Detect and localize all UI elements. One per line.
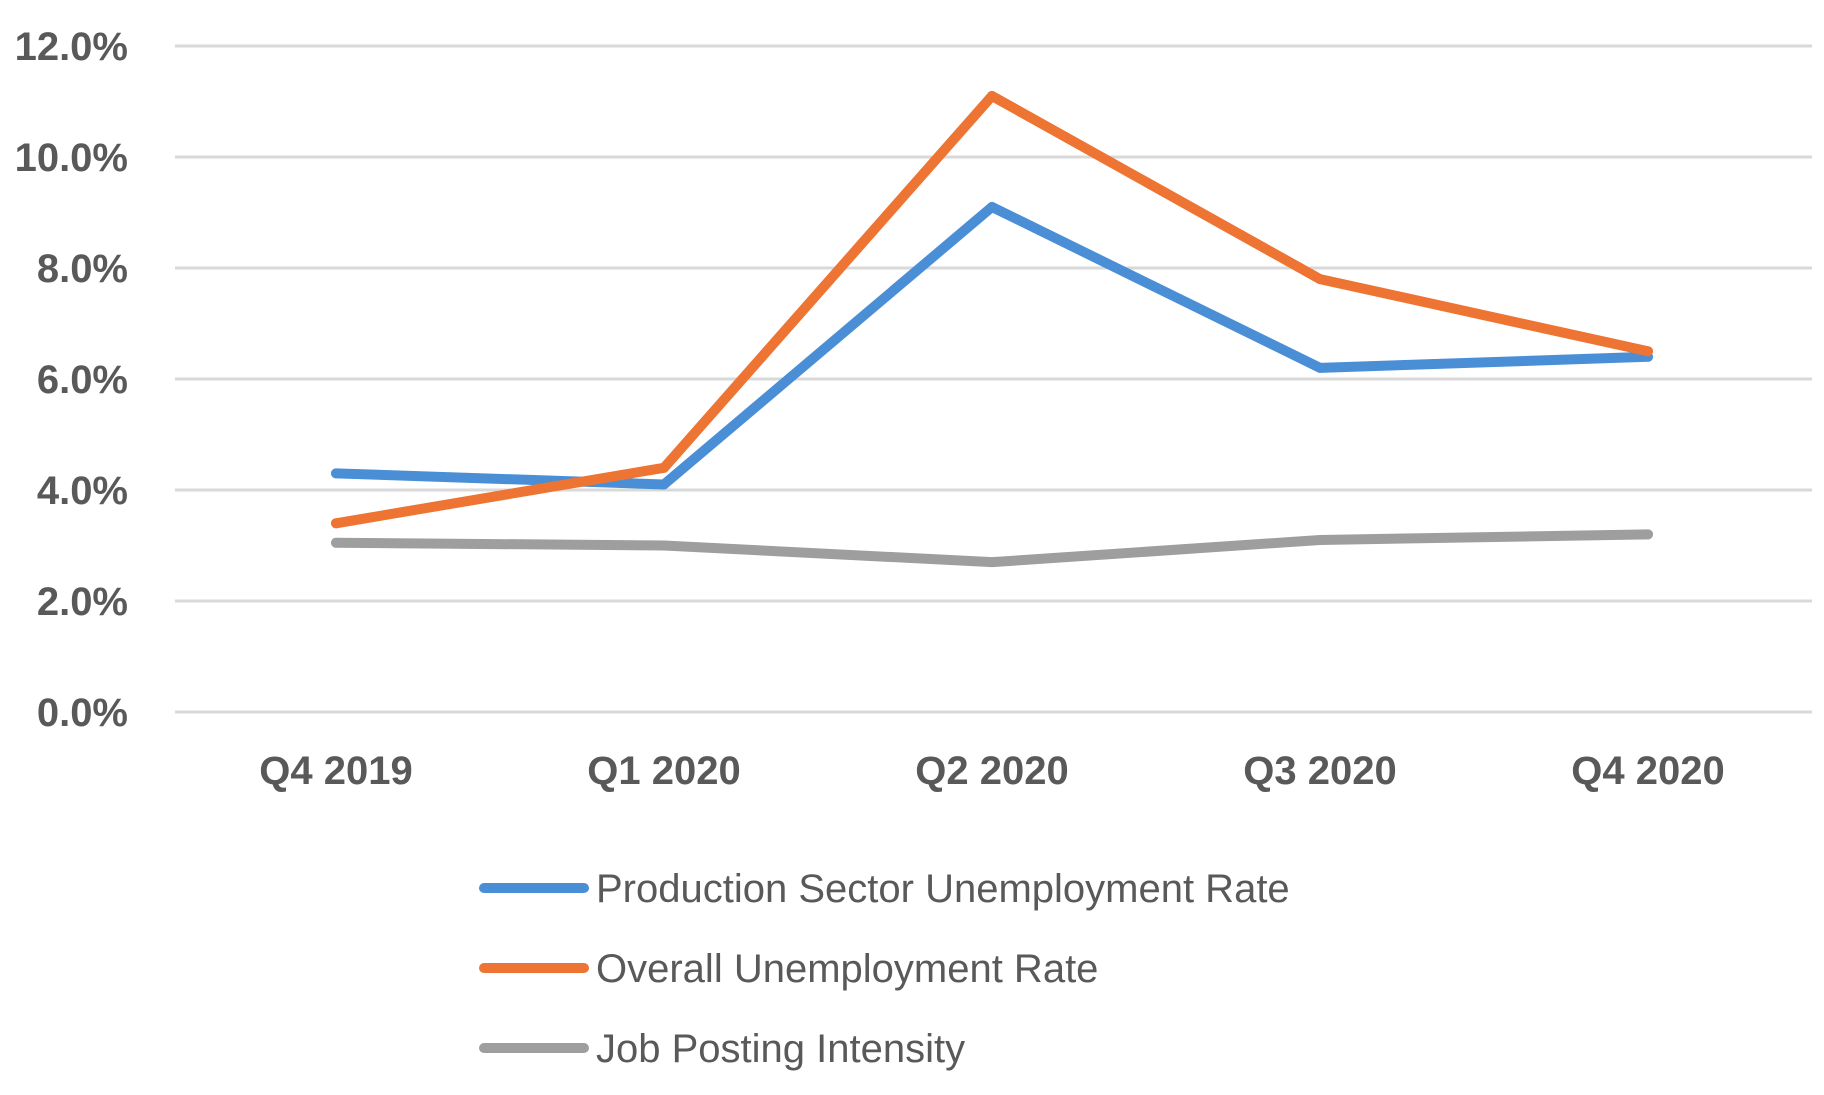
y-tick-label: 10.0%: [15, 136, 128, 180]
x-tick-label: Q1 2020: [587, 749, 740, 793]
legend-label: Job Posting Intensity: [596, 1027, 965, 1071]
data-point: [659, 479, 669, 490]
series-line-2: [331, 90, 1653, 529]
data-point: [1315, 362, 1325, 373]
x-tick-label: Q3 2020: [1243, 749, 1396, 793]
series-lines: [331, 90, 1653, 568]
data-point: [659, 540, 669, 551]
data-point: [1643, 346, 1653, 357]
data-point: [331, 468, 341, 479]
legend-label: Production Sector Unemployment Rate: [596, 867, 1290, 911]
x-tick-label: Q4 2019: [259, 749, 412, 793]
x-axis: Q4 2019 Q1 2020 Q2 2020 Q3 2020 Q4 2020: [259, 749, 1724, 793]
data-point: [987, 201, 997, 212]
data-point: [659, 462, 669, 473]
data-point: [331, 518, 341, 529]
data-point: [987, 90, 997, 101]
data-point: [331, 537, 341, 548]
y-tick-label: 2.0%: [37, 580, 128, 624]
y-tick-label: 6.0%: [37, 358, 128, 402]
legend-label: Overall Unemployment Rate: [596, 947, 1098, 991]
legend: Production Sector Unemployment Rate Overa…: [479, 867, 1290, 1071]
data-point: [1315, 534, 1325, 545]
data-point: [987, 557, 997, 568]
y-axis: 0.0% 2.0% 4.0% 6.0% 8.0% 10.0% 12.0%: [15, 25, 128, 735]
data-point: [1643, 529, 1653, 540]
x-tick-label: Q2 2020: [915, 749, 1068, 793]
y-tick-label: 8.0%: [37, 247, 128, 291]
gridlines: [175, 44, 1812, 714]
y-tick-label: 4.0%: [37, 469, 128, 513]
y-tick-label: 0.0%: [37, 691, 128, 735]
series-line-1: [331, 201, 1653, 490]
data-point: [1315, 274, 1325, 285]
x-tick-label: Q4 2020: [1571, 749, 1724, 793]
y-tick-label: 12.0%: [15, 25, 128, 69]
